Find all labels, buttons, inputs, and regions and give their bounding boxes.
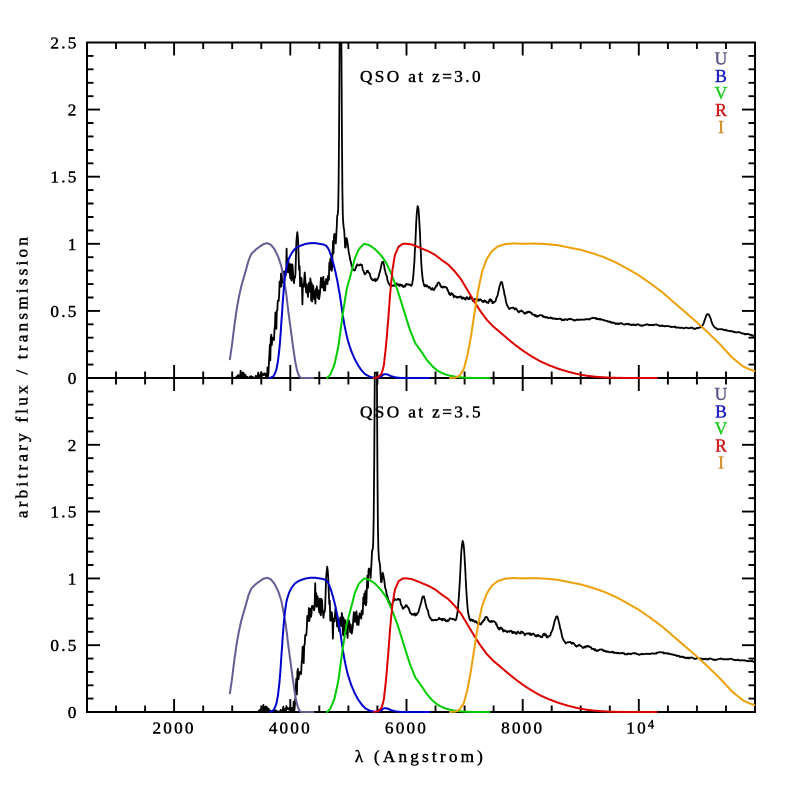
svg-text:0.5: 0.5 <box>50 636 78 655</box>
svg-text:0.5: 0.5 <box>50 302 78 321</box>
svg-text:1: 1 <box>68 569 79 588</box>
svg-text:I: I <box>718 453 724 473</box>
svg-text:104: 104 <box>626 718 655 738</box>
svg-text:U: U <box>715 49 728 69</box>
svg-text:U: U <box>715 384 728 404</box>
svg-text:1.5: 1.5 <box>50 503 78 522</box>
svg-text:QSO at z=3.0: QSO at z=3.0 <box>360 67 483 86</box>
svg-text:8000: 8000 <box>501 719 544 738</box>
svg-text:0: 0 <box>68 703 79 722</box>
svg-text:B: B <box>715 401 727 421</box>
svg-text:2.5: 2.5 <box>50 34 78 53</box>
svg-text:I: I <box>718 117 724 137</box>
svg-text:arbitrary flux / transmission: arbitrary flux / transmission <box>13 234 32 518</box>
svg-text:2: 2 <box>68 101 79 120</box>
svg-text:1.5: 1.5 <box>50 168 78 187</box>
svg-text:2: 2 <box>68 436 79 455</box>
svg-text:2000: 2000 <box>153 719 196 738</box>
svg-text:R: R <box>715 436 727 456</box>
svg-text:6000: 6000 <box>385 719 428 738</box>
svg-text:QSO at z=3.5: QSO at z=3.5 <box>360 403 483 422</box>
svg-text:R: R <box>715 100 727 120</box>
svg-text:V: V <box>715 418 728 438</box>
svg-text:λ (Angstrom): λ (Angstrom) <box>355 747 486 766</box>
svg-text:V: V <box>715 83 728 103</box>
svg-text:B: B <box>715 66 727 86</box>
svg-text:0: 0 <box>68 369 79 388</box>
svg-text:4000: 4000 <box>269 719 312 738</box>
svg-text:1: 1 <box>68 235 79 254</box>
